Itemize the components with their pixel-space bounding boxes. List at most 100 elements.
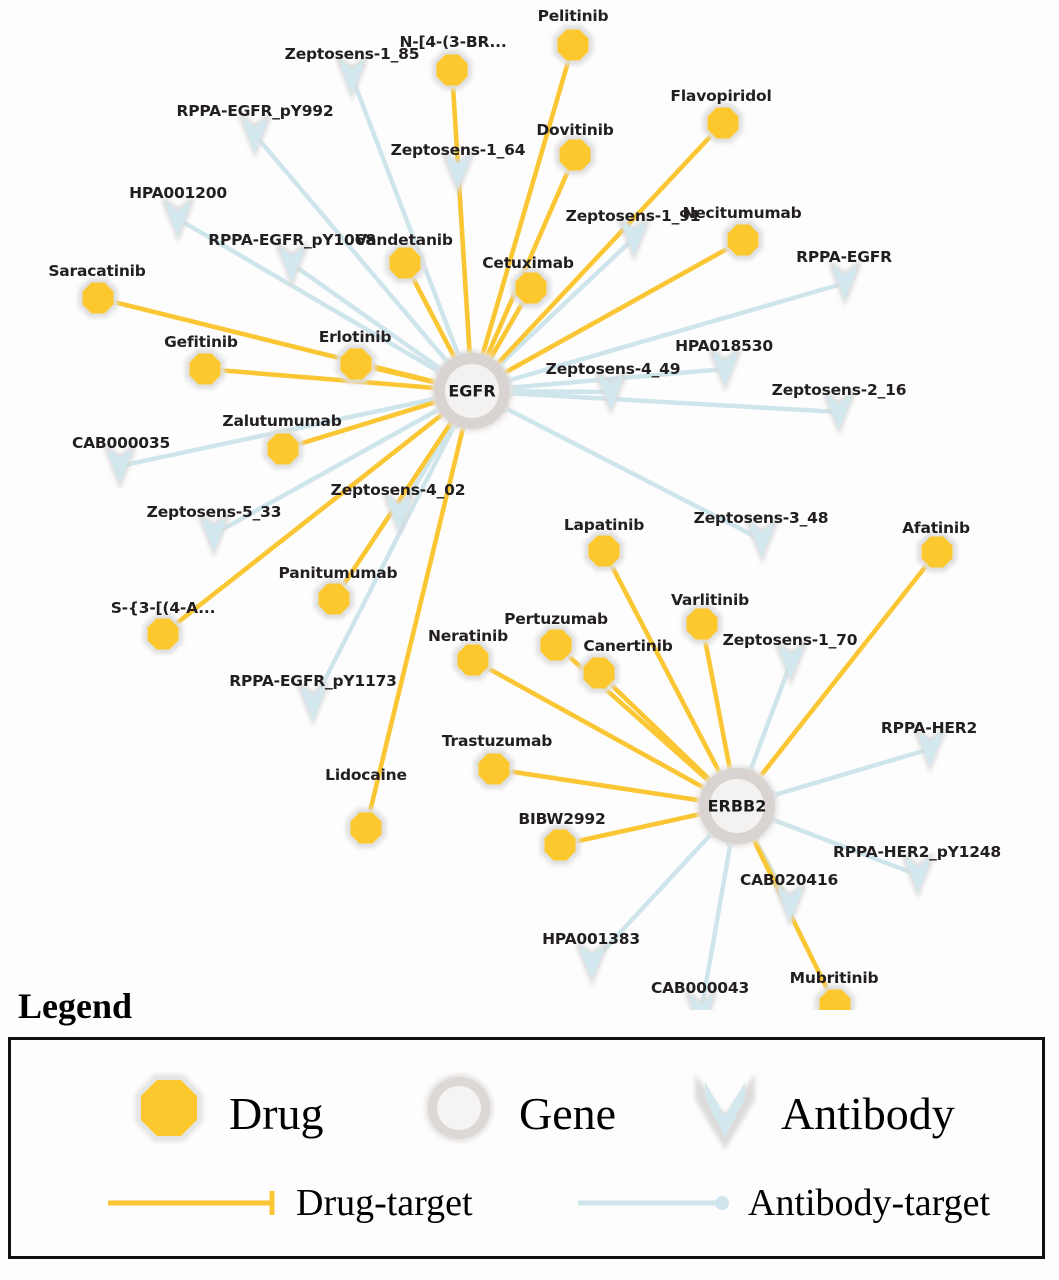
legend-box: Drug Gene Antibody bbox=[8, 1037, 1045, 1259]
drug-octagon-icon bbox=[389, 247, 421, 279]
drug-target-edge bbox=[280, 399, 440, 452]
drug-node[interactable] bbox=[579, 653, 619, 693]
drug-node[interactable] bbox=[540, 825, 580, 865]
antibody-node[interactable] bbox=[914, 725, 946, 773]
gene-node[interactable] bbox=[431, 350, 513, 432]
antibody-node[interactable] bbox=[618, 214, 650, 262]
drug-node[interactable] bbox=[703, 103, 743, 143]
drug-node[interactable] bbox=[143, 614, 183, 654]
antibody-chevron-icon bbox=[918, 731, 942, 767]
legend-item-drug-target: Drug-target bbox=[106, 1184, 473, 1222]
drug-node[interactable] bbox=[555, 135, 595, 175]
drug-octagon-icon bbox=[544, 829, 576, 861]
drug-octagon-icon bbox=[707, 107, 739, 139]
drug-node[interactable] bbox=[584, 531, 624, 571]
network-graph-canvas: Zeptosens-1_85 RPPA-EGFR_pY992 Zeptosens-1… bbox=[48, 7, 1002, 1010]
antibody-node[interactable] bbox=[383, 489, 415, 537]
antibody-target-edge bbox=[768, 816, 921, 878]
antibody-chevron-icon bbox=[243, 117, 267, 153]
gene-inner-disc bbox=[710, 779, 764, 833]
drug-octagon-icon bbox=[540, 629, 572, 661]
drug-node[interactable] bbox=[78, 278, 118, 318]
drug-node[interactable] bbox=[553, 25, 593, 65]
antibody-chevron-icon bbox=[713, 351, 737, 387]
antibody-node[interactable] bbox=[239, 111, 271, 159]
drug-target-edge bbox=[363, 423, 466, 831]
legend-label-drug: Drug bbox=[229, 1088, 324, 1139]
drug-node[interactable] bbox=[314, 579, 354, 619]
drug-node[interactable] bbox=[511, 268, 551, 308]
legend-label-drug-target: Drug-target bbox=[296, 1182, 473, 1224]
antibody-node[interactable] bbox=[823, 388, 855, 436]
antibody-node[interactable] bbox=[709, 345, 741, 393]
drug-octagon-icon bbox=[921, 536, 953, 568]
drug-node[interactable] bbox=[346, 808, 386, 848]
drug-node[interactable] bbox=[385, 243, 425, 283]
antibody-node[interactable] bbox=[162, 195, 194, 243]
gene-node[interactable] bbox=[696, 765, 778, 847]
drug-node[interactable] bbox=[917, 532, 957, 572]
drug-octagon-icon bbox=[727, 224, 759, 256]
antibody-node[interactable] bbox=[685, 988, 717, 1010]
drug-target-edge bbox=[601, 548, 723, 777]
legend-shape-row: Drug Gene Antibody bbox=[11, 1058, 1042, 1166]
antibody-node[interactable] bbox=[576, 939, 608, 987]
drug-node[interactable] bbox=[432, 50, 472, 90]
drug-target-edge bbox=[494, 120, 726, 368]
drug-target-edge bbox=[699, 621, 733, 773]
gene-label: EGFR bbox=[448, 381, 496, 401]
drug-octagon-icon bbox=[686, 608, 718, 640]
legend-item-antibody: Antibody bbox=[681, 1064, 955, 1164]
antibody-node[interactable] bbox=[336, 53, 368, 101]
drug-target-edge bbox=[202, 366, 439, 391]
drug-octagon-icon bbox=[457, 644, 489, 676]
antibody-target-edge bbox=[589, 830, 715, 966]
legend-title: Legend bbox=[18, 986, 133, 1026]
antibody-node[interactable] bbox=[829, 259, 861, 307]
antibody-chevron-icon bbox=[202, 516, 226, 552]
drug-node[interactable] bbox=[682, 604, 722, 644]
antibody-chevron-icon bbox=[833, 265, 857, 301]
antibody-node[interactable] bbox=[104, 442, 136, 490]
drug-node[interactable] bbox=[453, 640, 493, 680]
drug-node[interactable] bbox=[336, 344, 376, 384]
antibody-node[interactable] bbox=[442, 148, 474, 196]
gene-label: ERBB2 bbox=[707, 796, 767, 816]
antibody-chevron-icon bbox=[387, 495, 411, 531]
antibody-node[interactable] bbox=[902, 851, 934, 899]
drug-node[interactable] bbox=[263, 429, 303, 469]
antibody-target-edge bbox=[349, 74, 462, 360]
drug-node[interactable] bbox=[185, 349, 225, 389]
drug-node[interactable] bbox=[815, 985, 855, 1010]
antibody-chevron-icon bbox=[779, 644, 803, 680]
antibody-node[interactable] bbox=[774, 880, 806, 928]
antibody-node[interactable] bbox=[746, 516, 778, 564]
antibody-node[interactable] bbox=[198, 510, 230, 558]
drug-octagon-icon bbox=[557, 29, 589, 61]
drug-octagon-icon bbox=[478, 753, 510, 785]
antibody-target-edge bbox=[504, 280, 848, 384]
antibody-chevron-icon bbox=[778, 886, 802, 922]
antibody-node[interactable] bbox=[595, 368, 627, 416]
antibody-target-edge bbox=[310, 420, 458, 706]
antibody-chevron-icon bbox=[750, 522, 774, 558]
drug-node[interactable] bbox=[536, 625, 576, 665]
drug-target-edge bbox=[491, 766, 704, 803]
drug-target-edge bbox=[596, 670, 714, 784]
antibody-chevron-icon bbox=[599, 374, 623, 410]
drug-node[interactable] bbox=[723, 220, 763, 260]
drug-octagon-icon bbox=[267, 433, 299, 465]
antibody-target-edge bbox=[747, 659, 794, 775]
drug-target-edge-icon bbox=[108, 1191, 275, 1215]
antibody-node[interactable] bbox=[775, 638, 807, 686]
drug-node[interactable] bbox=[474, 749, 514, 789]
antibody-chevron-icon bbox=[827, 394, 851, 430]
antibody-node[interactable] bbox=[276, 240, 308, 288]
antibody-node[interactable] bbox=[297, 679, 329, 727]
legend: Legend Drug Gene bbox=[0, 985, 1059, 1280]
drug-octagon-icon bbox=[340, 348, 372, 380]
drug-target-edge bbox=[501, 237, 746, 376]
antibody-target-edge bbox=[175, 216, 444, 376]
legend-label-antibody: Antibody bbox=[781, 1088, 955, 1139]
antibody-chevron-icon bbox=[446, 154, 470, 190]
